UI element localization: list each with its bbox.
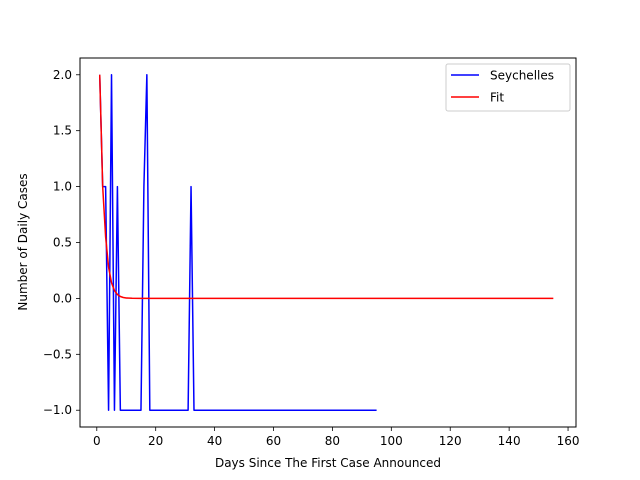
series-line-fit [98, 74, 554, 300]
y-tick-label: −1.0 [43, 403, 72, 417]
legend-label-seychelles: Seychelles [490, 69, 554, 83]
x-tick-label: 0 [93, 434, 101, 448]
legend-label-fit: Fit [490, 91, 504, 105]
y-tick-label: 0.5 [53, 236, 72, 250]
y-axis: −1.0 −0.5 0.0 0.5 1.0 1.5 2.0 [43, 68, 80, 417]
x-tick-label: 60 [266, 434, 281, 448]
y-tick-label: 2.0 [53, 68, 72, 82]
x-axis-title: Days Since The First Case Announced [215, 456, 441, 470]
x-tick-label: 140 [498, 434, 521, 448]
x-tick-label: 80 [325, 434, 340, 448]
y-axis-title: Number of Daily Cases [16, 173, 30, 310]
y-tick-label: 1.0 [53, 180, 72, 194]
y-tick-label: 1.5 [53, 124, 72, 138]
x-axis: 0 20 40 60 80 100 120 140 160 [93, 427, 580, 448]
y-tick-label: −0.5 [43, 347, 72, 361]
y-tick-label: 0.0 [53, 291, 72, 305]
x-tick-label: 20 [148, 434, 163, 448]
x-tick-label: 40 [207, 434, 222, 448]
series-layer [98, 74, 554, 411]
x-tick-label: 100 [380, 434, 403, 448]
legend: Seychelles Fit [445, 63, 571, 112]
x-tick-label: 160 [557, 434, 580, 448]
x-tick-label: 120 [439, 434, 462, 448]
